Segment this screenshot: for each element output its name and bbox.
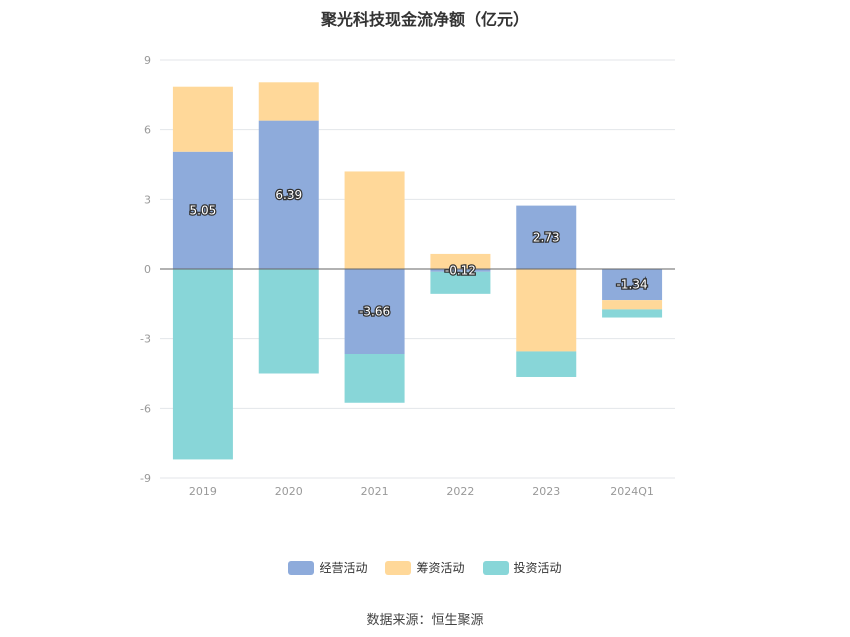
legend-swatch xyxy=(385,560,412,575)
bar-投资活动 xyxy=(516,351,577,377)
chart-title: 聚光科技现金流净额（亿元） xyxy=(320,10,529,29)
x-tick-label: 2024Q1 xyxy=(610,485,654,498)
bar-筹资活动 xyxy=(344,171,405,269)
legend-label: 投资活动 xyxy=(513,561,562,575)
legend-label: 筹资活动 xyxy=(416,561,465,575)
y-tick-label: 6 xyxy=(144,124,151,137)
bars xyxy=(172,82,663,460)
grid-lines xyxy=(160,59,675,479)
bar-筹资活动 xyxy=(602,300,663,310)
y-tick-label: -3 xyxy=(140,333,151,346)
data-label: 6.39 xyxy=(275,188,302,202)
data-label: -0.12 xyxy=(445,263,476,277)
data-label: 2.73 xyxy=(533,230,560,244)
source-note: 数据来源：恒生聚源 xyxy=(366,613,484,628)
data-label: -1.34 xyxy=(617,278,648,292)
y-tick-label: -6 xyxy=(140,402,151,415)
bar-筹资活动 xyxy=(430,253,491,269)
legend-item[interactable]: 经营活动 xyxy=(288,559,367,576)
data-labels: 5.05 6.39 -3.66 -0.12 2.73 -1.34 xyxy=(188,187,649,320)
data-label: 5.05 xyxy=(190,203,217,217)
x-tick-label: 2021 xyxy=(361,485,389,498)
bar-经营活动 xyxy=(602,269,663,301)
bar-经营活动 xyxy=(516,205,577,269)
bar-筹资活动 xyxy=(516,269,577,352)
legend-item[interactable]: 筹资活动 xyxy=(385,559,465,576)
bar-经营活动 xyxy=(430,269,491,272)
y-tick-label: 0 xyxy=(144,263,151,276)
legend: 经营活动 筹资活动 投资活动 xyxy=(0,559,850,576)
legend-item[interactable]: 投资活动 xyxy=(482,559,562,576)
bar-投资活动 xyxy=(602,309,663,318)
bar-投资活动 xyxy=(344,353,405,403)
x-tick-label: 2020 xyxy=(275,485,303,498)
legend-swatch xyxy=(288,560,315,575)
y-tick-label: -9 xyxy=(140,472,151,485)
bar-经营活动 xyxy=(172,151,233,269)
bar-筹资活动 xyxy=(172,86,233,152)
y-tick-label: 3 xyxy=(144,193,151,206)
x-tick-label: 2022 xyxy=(446,485,474,498)
bar-投资活动 xyxy=(258,269,319,374)
data-label: -3.66 xyxy=(359,304,390,318)
bar-筹资活动 xyxy=(258,82,319,121)
x-tick-label: 2023 xyxy=(532,485,560,498)
bar-经营活动 xyxy=(344,269,405,354)
legend-swatch xyxy=(482,560,509,575)
bar-经营活动 xyxy=(258,120,319,269)
axes: 9 6 3 0 -3 -6 -9 2019 2020 2021 2022 2023 2024Q1 xyxy=(140,54,675,498)
bar-投资活动 xyxy=(172,269,233,460)
y-tick-label: 9 xyxy=(144,54,151,67)
bar-投资活动 xyxy=(430,271,491,294)
x-tick-label: 2019 xyxy=(189,485,217,498)
legend-label: 经营活动 xyxy=(319,561,368,575)
